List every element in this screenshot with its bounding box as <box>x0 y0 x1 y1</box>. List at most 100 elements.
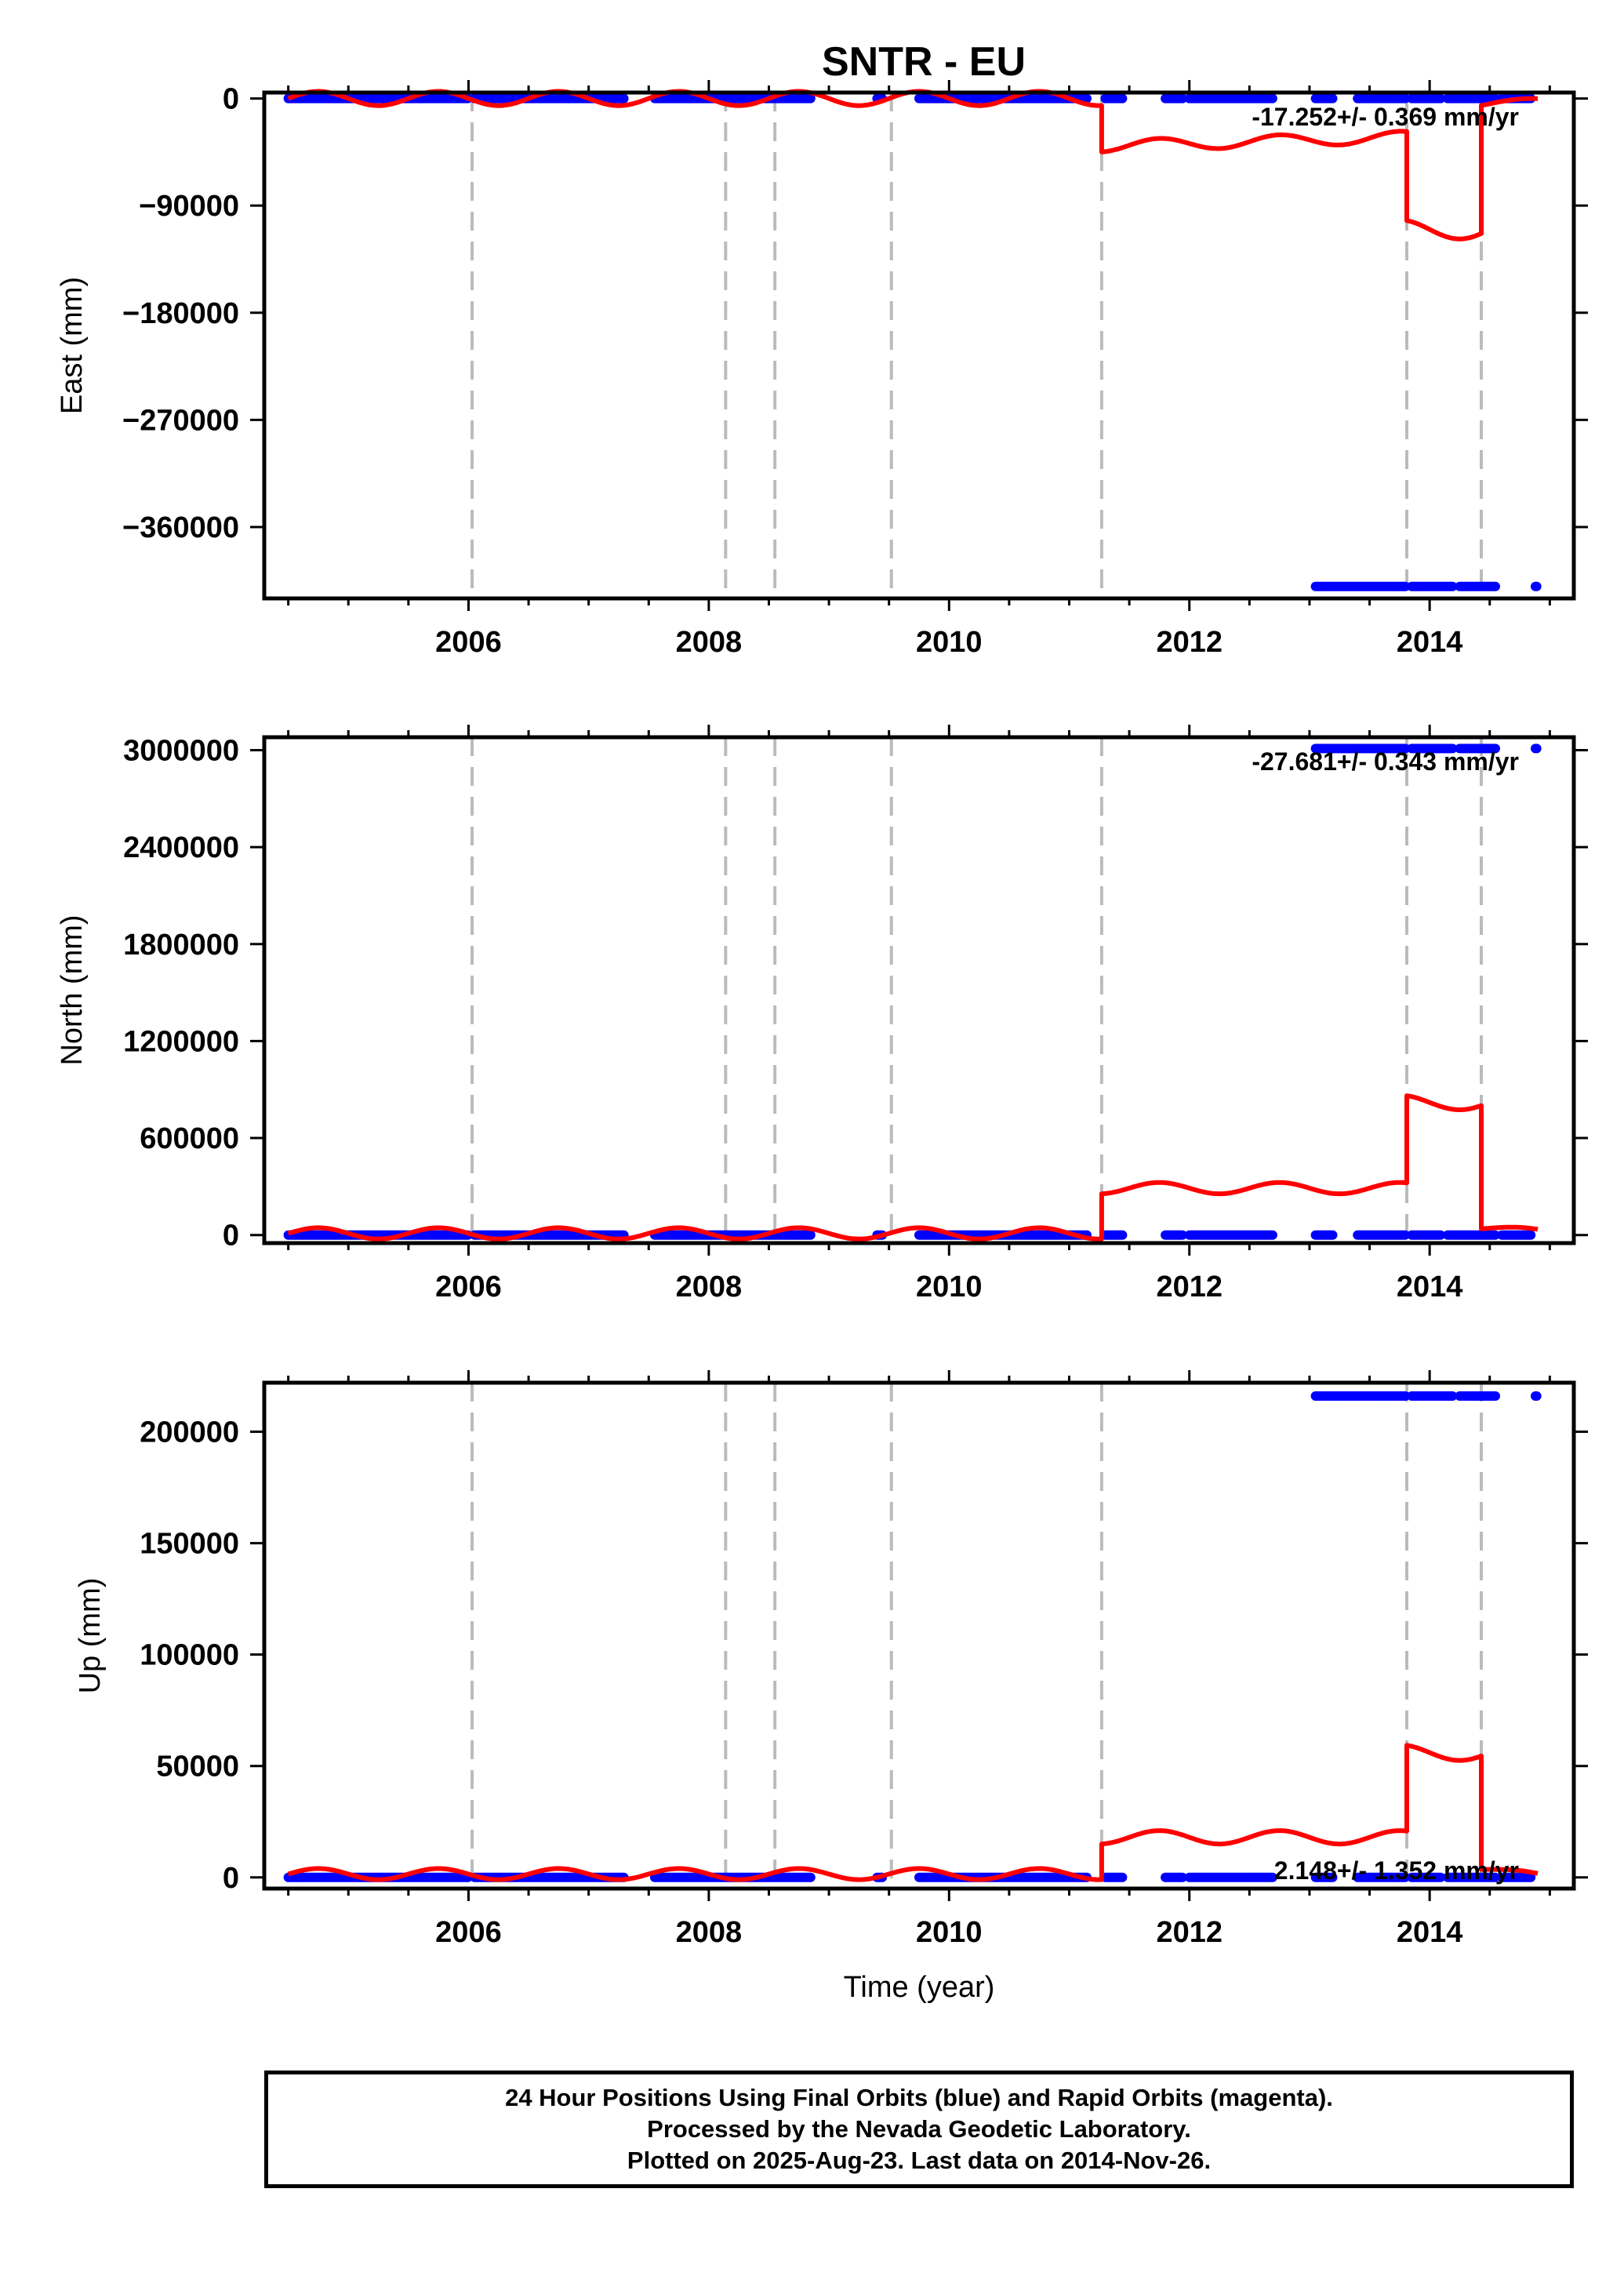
north-y-tick-label: 1800000 <box>123 929 239 962</box>
north-data-segment <box>1455 744 1500 754</box>
north-x-tick-label: 2008 <box>676 1271 743 1303</box>
north-y-tick-label: 3000000 <box>123 734 239 767</box>
north-data-point <box>1436 1230 1446 1240</box>
east-y-tick-label: −270000 <box>122 404 239 437</box>
east-data-segment <box>1184 93 1277 104</box>
north-data-segment <box>1100 1230 1128 1240</box>
north-data-point <box>1531 744 1542 754</box>
east-data-segment <box>1310 581 1411 591</box>
north-data-point <box>805 1230 816 1240</box>
north-data-point <box>1526 1230 1536 1240</box>
east-data-point <box>1267 93 1277 104</box>
east-data-segment <box>1407 93 1446 104</box>
north-y-axis-title: North (mm) <box>56 914 89 1065</box>
north-data-segment <box>1310 1230 1338 1240</box>
east-data-point <box>1448 581 1458 591</box>
north-y-tick-label: 2400000 <box>123 831 239 864</box>
east-x-tick-label: 2014 <box>1397 626 1463 659</box>
up-y-axis-title: Up (mm) <box>74 1578 107 1694</box>
north-data-segment <box>1407 1230 1446 1240</box>
up-x-tick-label: 2006 <box>435 1916 502 1949</box>
up-data-segment <box>1497 1872 1536 1882</box>
east-plot-frame <box>262 90 1576 601</box>
north-data-point <box>1117 1230 1128 1240</box>
north-data-point <box>1328 1230 1338 1240</box>
up-data-segment <box>1455 1391 1500 1401</box>
north-y-tick-label: 0 <box>223 1220 239 1253</box>
east-data-point <box>1117 93 1128 104</box>
east-x-tick-label: 2012 <box>1156 626 1223 659</box>
north-x-tick-label: 2012 <box>1156 1271 1223 1303</box>
east-data-segment <box>1310 93 1338 104</box>
north-data-segment <box>1353 1230 1410 1240</box>
up-data-segment <box>1310 1872 1338 1882</box>
up-data-segment <box>1353 1872 1410 1882</box>
east-x-tick-label: 2006 <box>435 626 502 659</box>
footer-line-3: Plotted on 2025-Aug-23. Last data on 201… <box>627 2147 1212 2174</box>
east-y-tick-label: −180000 <box>122 297 239 330</box>
north-data-point <box>1490 1230 1500 1240</box>
up-x-tick-label: 2014 <box>1397 1916 1463 1949</box>
east-data-segment <box>649 93 816 104</box>
east-data-point <box>1328 93 1338 104</box>
north-model-line <box>287 1093 1540 1242</box>
up-data-point <box>1491 1391 1500 1401</box>
up-y-tick-label: 50000 <box>156 1751 239 1783</box>
north-data-segment <box>1310 744 1411 754</box>
east-data-segment <box>1161 93 1187 104</box>
east-data-segment <box>1353 93 1410 104</box>
up-plot-frame <box>262 1380 1576 1891</box>
up-data-segment <box>1184 1872 1277 1882</box>
east-data-point <box>805 93 816 104</box>
east-y-tick-label: −90000 <box>139 190 239 223</box>
up-data-segment <box>1443 1872 1500 1882</box>
up-data-segment <box>1100 1872 1128 1882</box>
footer-line-2: Processed by the Nevada Geodetic Laborat… <box>647 2115 1191 2143</box>
up-x-tick-label: 2012 <box>1156 1916 1223 1949</box>
east-data-point <box>1400 93 1410 104</box>
up-data-segment <box>1310 1391 1411 1401</box>
north-y-tick-label: 600000 <box>140 1122 239 1155</box>
east-data-segment <box>1443 93 1500 104</box>
north-x-tick-label: 2006 <box>435 1271 502 1303</box>
east-data-point <box>1491 581 1500 591</box>
up-x-tick-label: 2010 <box>916 1916 983 1949</box>
east-data-segment <box>1407 581 1458 591</box>
chart-title: SNTR - EU <box>822 39 1026 85</box>
up-data-point <box>1436 1872 1446 1882</box>
up-model-line <box>287 1743 1540 1882</box>
up-data-point <box>1267 1872 1277 1882</box>
east-data-segment <box>1531 581 1542 591</box>
up-y-tick-label: 100000 <box>140 1639 239 1672</box>
up-data-segment <box>1161 1872 1187 1882</box>
up-data-point <box>805 1872 816 1882</box>
north-data-segment <box>1443 1230 1500 1240</box>
up-data-point <box>1448 1391 1458 1401</box>
up-y-tick-label: 0 <box>223 1862 239 1895</box>
east-y-axis-title: East (mm) <box>56 277 89 414</box>
east-data-point <box>619 93 629 104</box>
east-y-tick-label: −360000 <box>122 511 239 544</box>
up-data-point <box>1526 1872 1536 1882</box>
up-data-segment <box>1407 1391 1458 1401</box>
north-data-point <box>1448 744 1458 754</box>
up-x-axis-title: Time (year) <box>844 1971 995 2004</box>
footer-line-1: 24 Hour Positions Using Final Orbits (bl… <box>505 2084 1333 2111</box>
north-data-segment <box>1497 1230 1536 1240</box>
north-data-segment <box>1531 744 1542 754</box>
up-data-point <box>1531 1391 1542 1401</box>
north-rate-label: -27.681+/- 0.343 mm/yr <box>1252 747 1519 776</box>
up-data-segment <box>1407 1872 1446 1882</box>
north-data-point <box>1178 1230 1187 1240</box>
up-data-point <box>1328 1872 1338 1882</box>
up-panel: 2006 2008 2010 2012 2014 0 50000 100000 150000 20… <box>74 1370 1588 2004</box>
north-x-tick-label: 2014 <box>1397 1271 1463 1303</box>
east-data-segment <box>283 93 473 104</box>
east-rate-label: -17.252+/- 0.369 mm/yr <box>1252 103 1519 131</box>
north-plot-frame <box>262 735 1576 1245</box>
north-data-point <box>1400 1230 1410 1240</box>
up-data-point <box>1400 1872 1410 1882</box>
up-data-point <box>1490 1872 1500 1882</box>
east-data-point <box>1436 93 1446 104</box>
